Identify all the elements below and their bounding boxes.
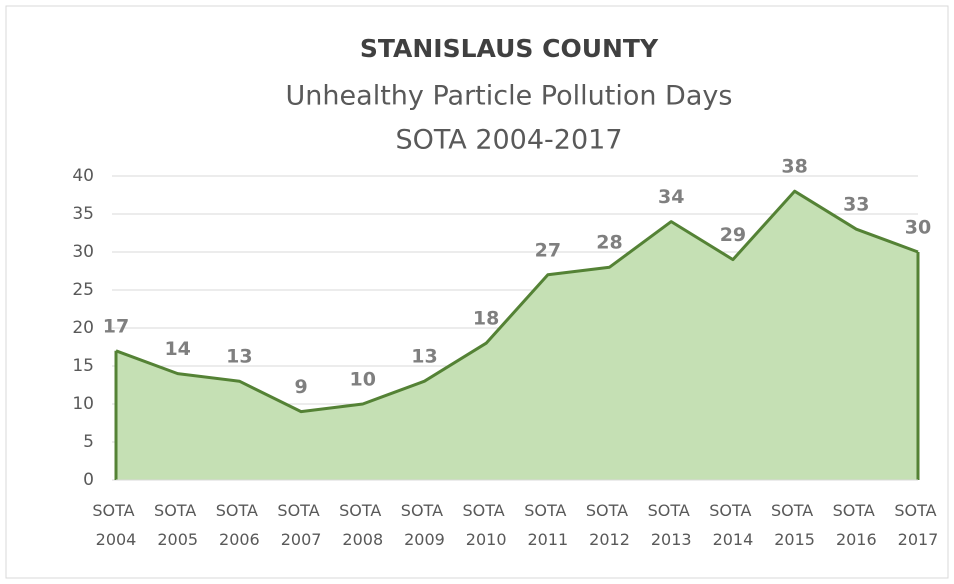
data-label: 27 [535, 239, 561, 261]
x-tick-label: SOTA 2006 [216, 501, 263, 549]
data-label: 34 [658, 186, 684, 208]
x-tick-label: SOTA 2008 [339, 501, 386, 549]
x-tick-label: SOTA 2015 [771, 501, 818, 549]
y-tick-label: 40 [72, 166, 94, 186]
data-label: 13 [411, 346, 437, 368]
data-label: 14 [164, 338, 190, 360]
x-tick-label: SOTA 2013 [648, 501, 695, 549]
x-tick-label: SOTA 2011 [524, 501, 571, 549]
y-tick-label: 20 [72, 318, 94, 338]
chart-subtitle: SOTA 2004-2017 [395, 125, 622, 156]
y-tick-label: 35 [72, 204, 94, 224]
data-label: 18 [473, 308, 499, 330]
x-tick-label: SOTA 2017 [894, 501, 941, 549]
chart-title: STANISLAUS COUNTY [360, 34, 659, 63]
y-tick-label: 15 [72, 356, 94, 376]
data-label: 38 [781, 156, 807, 178]
x-tick-label: SOTA 2010 [462, 501, 509, 549]
area [116, 191, 918, 480]
x-tick-label: SOTA 2004 [92, 501, 139, 549]
data-label: 10 [350, 369, 376, 391]
chart-subtitle: Unhealthy Particle Pollution Days [286, 81, 733, 112]
data-label: 33 [843, 194, 869, 216]
line [115, 189, 919, 414]
y-tick-label: 10 [72, 394, 94, 414]
data-label: 17 [103, 315, 129, 337]
x-tick-label: SOTA 2014 [709, 501, 756, 549]
x-tick-label: SOTA 2012 [586, 501, 633, 549]
y-tick-label: 5 [83, 432, 94, 452]
data-label: 9 [294, 376, 307, 398]
x-tick-label: SOTA 2007 [277, 501, 324, 549]
data-label: 28 [596, 232, 622, 254]
y-tick-label: 0 [83, 470, 94, 490]
data-label: 13 [226, 346, 252, 368]
data-label: 30 [905, 217, 931, 239]
x-tick-label: SOTA 2009 [401, 501, 448, 549]
data-label: 29 [720, 224, 746, 246]
y-tick-label: 25 [72, 280, 94, 300]
x-tick-label: SOTA 2005 [154, 501, 201, 549]
x-tick-label: SOTA 2016 [833, 501, 880, 549]
y-tick-label: 30 [72, 242, 94, 262]
